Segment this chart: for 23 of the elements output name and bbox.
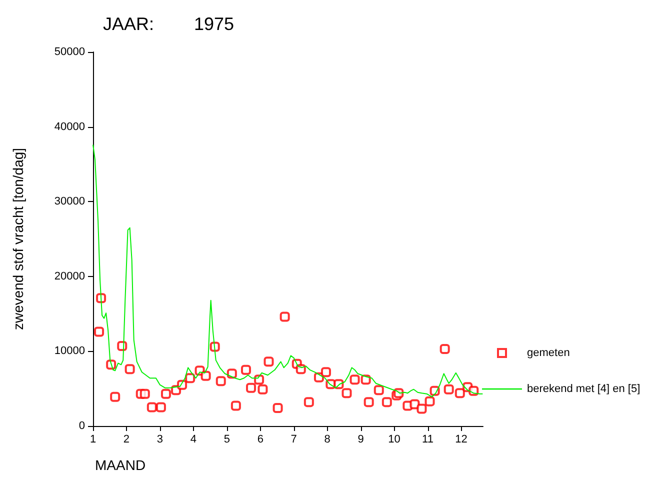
y-tick-label: 0 [78, 420, 85, 432]
x-tick-label: 10 [388, 434, 400, 446]
x-tick-label: 1 [90, 434, 96, 446]
y-axis-title: zwevend stof vracht [ton/dag] [10, 148, 26, 330]
y-tick-label: 10000 [54, 345, 85, 358]
x-tick-label: 4 [190, 434, 196, 446]
y-tick-label: 20000 [54, 270, 85, 282]
x-tick-label: 3 [156, 434, 164, 446]
x-tick-label: 2 [123, 434, 130, 446]
x-tick-label: 11 [422, 434, 434, 446]
x-tick-label: 9 [358, 434, 364, 446]
x-tick-label: 8 [324, 434, 330, 446]
y-tick-label: 40000 [54, 120, 85, 133]
legend-label: berekend met [4] en [5] [527, 383, 640, 395]
legend-label: gemeten [527, 347, 570, 359]
x-tick-label: 12 [455, 434, 468, 446]
y-tick-label: 50000 [54, 46, 85, 58]
x-axis-title: MAAND [95, 457, 146, 473]
x-tick-label: 6 [257, 434, 264, 446]
x-tick-label: 5 [224, 434, 230, 446]
x-tick-label: 7 [290, 434, 297, 446]
chart-title: JAAR: 1975 [103, 14, 234, 34]
y-tick-label: 30000 [54, 196, 85, 208]
